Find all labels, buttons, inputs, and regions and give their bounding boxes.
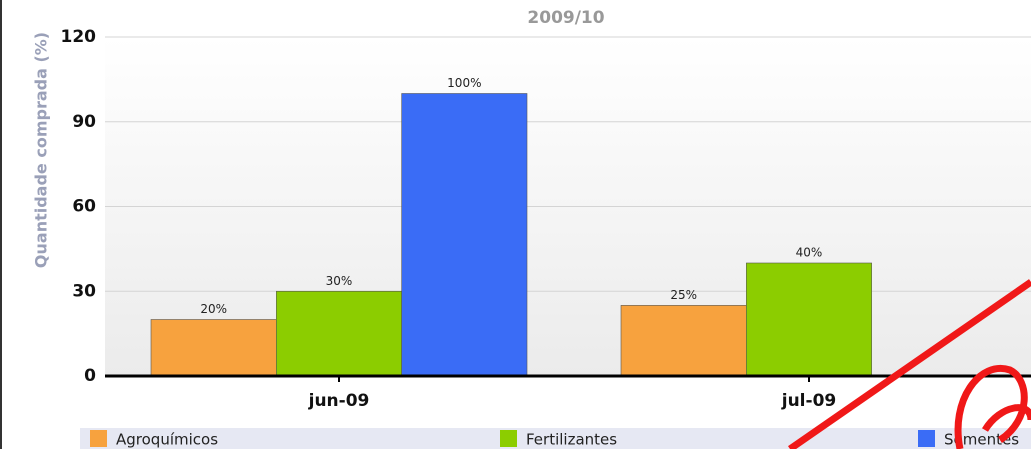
legend-swatch xyxy=(500,430,517,447)
x-tick-label: jun-09 xyxy=(308,391,370,411)
y-tick-label: 120 xyxy=(61,27,97,47)
bar xyxy=(401,93,528,377)
bar xyxy=(620,305,747,377)
legend-label: Sementes xyxy=(944,431,1019,449)
red-scribble xyxy=(788,279,1031,449)
bar xyxy=(746,262,872,377)
bar xyxy=(150,319,277,377)
y-tick-label: 0 xyxy=(84,366,96,386)
x-tick-label: jul-09 xyxy=(781,391,836,411)
y-tick-label: 60 xyxy=(72,197,96,217)
legend-swatch xyxy=(90,430,107,447)
value-label: 20% xyxy=(200,302,227,316)
y-tick-label: 30 xyxy=(72,281,96,301)
legend-label: Fertilizantes xyxy=(526,431,617,449)
bar xyxy=(276,290,402,377)
chart-title: 2009/10 xyxy=(527,8,604,28)
value-label: 25% xyxy=(670,288,697,302)
value-label: 40% xyxy=(796,246,823,260)
value-label: 30% xyxy=(326,274,353,288)
y-axis-label: Quantidade comprada (%) xyxy=(32,32,51,268)
y-tick-label: 90 xyxy=(72,112,96,132)
border xyxy=(0,0,2,449)
legend-swatch xyxy=(918,430,935,447)
legend-label: Agroquímicos xyxy=(116,431,218,449)
value-label: 100% xyxy=(447,76,481,90)
